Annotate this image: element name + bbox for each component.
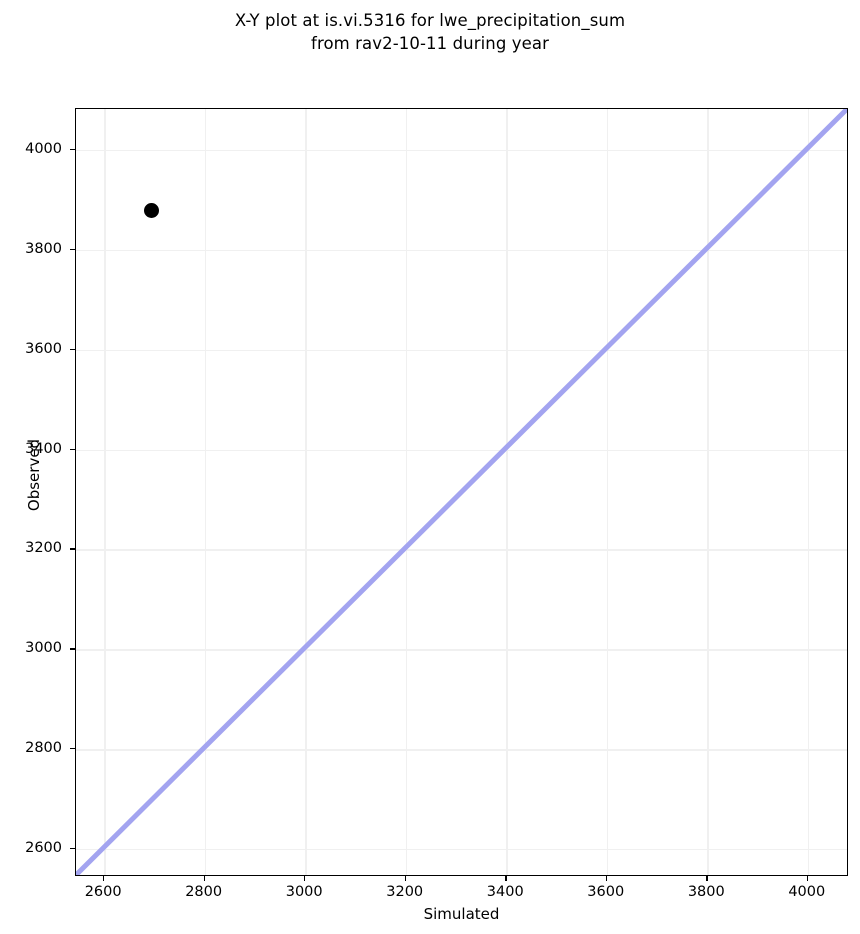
y-axis-tick	[70, 648, 75, 650]
y-axis-tick-label: 4000	[25, 140, 62, 157]
x-axis-tick-label: 3600	[587, 884, 625, 900]
x-axis-tick	[505, 876, 507, 881]
x-axis-tick	[304, 876, 306, 881]
gridline-vertical	[204, 109, 207, 875]
y-axis-tick-label: 3800	[25, 240, 62, 257]
y-axis-tick	[70, 148, 75, 151]
gridline-horizontal	[76, 249, 847, 252]
y-axis-tick-label: 3200	[25, 540, 62, 557]
gridline-horizontal	[76, 749, 847, 751]
x-axis-tick	[706, 876, 708, 881]
x-axis-tick-label: 3200	[386, 884, 424, 900]
x-axis-tick-label: 2600	[84, 884, 122, 900]
gridline-horizontal	[76, 649, 847, 651]
x-axis-tick-label: 4000	[788, 884, 826, 900]
y-axis-tick	[70, 748, 75, 750]
y-axis-tick-label: 2600	[25, 840, 62, 857]
y-axis-tick	[70, 248, 75, 251]
reference-line-segment	[76, 109, 847, 875]
x-axis-tick	[203, 876, 205, 881]
gridline-vertical	[807, 109, 810, 875]
gridline-vertical	[506, 109, 508, 875]
gridline-horizontal	[76, 849, 847, 851]
x-axis-tick-label: 3000	[285, 884, 323, 900]
data-point	[144, 203, 160, 219]
gridline-horizontal	[76, 549, 847, 551]
y-axis-tick-label: 2800	[25, 740, 62, 757]
x-axis-tick-label: 2800	[185, 884, 223, 900]
x-axis-tick	[103, 876, 105, 881]
y-axis-tick	[70, 348, 75, 350]
chart-title: X-Y plot at is.vi.5316 for lwe_precipita…	[0, 9, 860, 55]
gridline-vertical	[305, 109, 307, 875]
y-axis-tick-label: 3600	[25, 340, 62, 357]
y-axis-tick	[70, 448, 75, 450]
gridline-vertical	[405, 109, 408, 875]
x-axis-tick-label: 3800	[687, 884, 725, 900]
gridline-horizontal	[76, 449, 847, 451]
one-to-one-reference-line	[76, 109, 847, 875]
y-axis-tick-label: 3400	[25, 440, 62, 457]
x-axis-tick-label: 3400	[486, 884, 524, 900]
gridline-horizontal	[76, 149, 847, 152]
gridline-vertical	[606, 109, 609, 875]
y-axis-tick	[70, 848, 75, 850]
gridline-vertical	[707, 109, 709, 875]
y-axis-tick-label: 3000	[25, 640, 62, 657]
x-axis-tick	[806, 876, 809, 881]
x-axis-label: Simulated	[423, 905, 500, 923]
x-axis-tick	[605, 876, 608, 881]
y-axis-tick	[70, 548, 75, 550]
plot-area	[75, 108, 848, 876]
chart-title-line-1: X-Y plot at is.vi.5316 for lwe_precipita…	[234, 11, 626, 30]
gridline-vertical	[104, 109, 106, 875]
x-axis-tick	[404, 876, 406, 881]
gridline-horizontal	[76, 349, 847, 352]
y-axis-label: Observed	[25, 438, 43, 512]
chart-title-line-2: from rav2-10-11 during year	[311, 34, 549, 53]
